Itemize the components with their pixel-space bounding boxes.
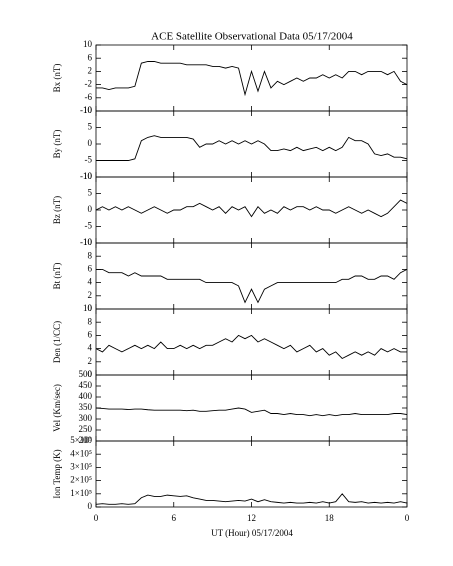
x-tick-label: 12 bbox=[247, 513, 256, 523]
data-line bbox=[96, 268, 408, 304]
y-tick-label: -10 bbox=[80, 105, 92, 115]
y-tick-label: 2 bbox=[88, 356, 93, 366]
plot-frame bbox=[95, 44, 408, 112]
y-tick-label: 250 bbox=[79, 424, 93, 434]
x-tick-label: 0 bbox=[94, 513, 99, 523]
y-tick-label: 2 bbox=[88, 290, 93, 300]
y-tick-label: 4 bbox=[88, 277, 93, 287]
y-tick-label: 0 bbox=[88, 204, 93, 214]
y-tick-label: 2×10⁵ bbox=[70, 475, 92, 485]
x-tick-label: 0 bbox=[405, 513, 410, 523]
y-tick-label: 6 bbox=[88, 52, 93, 62]
y-tick-label: 5 bbox=[88, 122, 93, 132]
y-tick-label: 2 bbox=[88, 65, 93, 75]
y-tick-label: -10 bbox=[80, 171, 92, 181]
y-tick-label: 0 bbox=[88, 369, 93, 379]
x-tick-label: 6 bbox=[172, 513, 177, 523]
y-tick-label: 3×10⁵ bbox=[70, 461, 92, 471]
plot-frame bbox=[95, 308, 408, 376]
data-line bbox=[95, 407, 408, 417]
y-tick-label: 350 bbox=[79, 402, 93, 412]
y-tick-label: 0 bbox=[88, 138, 93, 148]
y-axis-label: By (nT) bbox=[52, 130, 62, 159]
x-axis-label: UT (Hour) 05/17/2004 bbox=[211, 528, 293, 538]
y-tick-label: 10 bbox=[83, 171, 93, 181]
y-axis-label: Den (1/CC) bbox=[52, 321, 62, 363]
y-tick-label: 400 bbox=[79, 391, 93, 401]
data-line bbox=[96, 61, 408, 97]
y-tick-label: 0 bbox=[88, 303, 93, 313]
y-tick-label: 4×10⁵ bbox=[70, 448, 92, 458]
chart-title: ACE Satellite Observational Data 05/17/2… bbox=[151, 31, 353, 43]
y-tick-label: 8 bbox=[88, 250, 93, 260]
y-tick-label: 5×10⁵ bbox=[70, 435, 92, 445]
data-line bbox=[96, 135, 408, 161]
y-tick-label: 200 bbox=[79, 435, 93, 445]
y-tick-label: 10 bbox=[83, 237, 93, 247]
data-line bbox=[95, 493, 408, 505]
data-line bbox=[95, 334, 407, 360]
y-tick-label: -10 bbox=[80, 237, 92, 247]
y-axis-label: Bt (nT) bbox=[52, 263, 62, 290]
y-axis-label: Ion Temp (K) bbox=[52, 449, 62, 498]
y-tick-label: 6 bbox=[88, 263, 93, 273]
y-tick-label: 300 bbox=[79, 413, 93, 423]
y-axis-label: Bx (nT) bbox=[52, 64, 62, 93]
y-tick-label: 4 bbox=[88, 343, 93, 353]
y-axis-label: Vel (Km/sec) bbox=[52, 384, 62, 432]
y-tick-label: 1×10⁵ bbox=[70, 488, 92, 498]
y-tick-label: 10 bbox=[83, 303, 93, 313]
y-tick-label: 6 bbox=[88, 329, 93, 339]
plot-frame bbox=[95, 374, 408, 442]
plot-frame bbox=[95, 176, 408, 244]
y-tick-label: 10 bbox=[83, 39, 93, 49]
y-tick-label: 500 bbox=[79, 369, 93, 379]
y-tick-label: -6 bbox=[85, 92, 93, 102]
y-axis-label: Bz (nT) bbox=[52, 196, 62, 224]
y-tick-label: 450 bbox=[79, 380, 93, 390]
y-tick-label: -5 bbox=[85, 221, 93, 231]
data-line bbox=[95, 199, 408, 218]
y-tick-label: -2 bbox=[85, 79, 93, 89]
y-tick-label: 5 bbox=[88, 188, 93, 198]
y-tick-label: 10 bbox=[83, 105, 93, 115]
y-tick-label: 8 bbox=[88, 316, 93, 326]
x-tick-label: 18 bbox=[325, 513, 335, 523]
y-tick-label: 0 bbox=[88, 501, 93, 511]
y-tick-label: -5 bbox=[85, 155, 93, 165]
